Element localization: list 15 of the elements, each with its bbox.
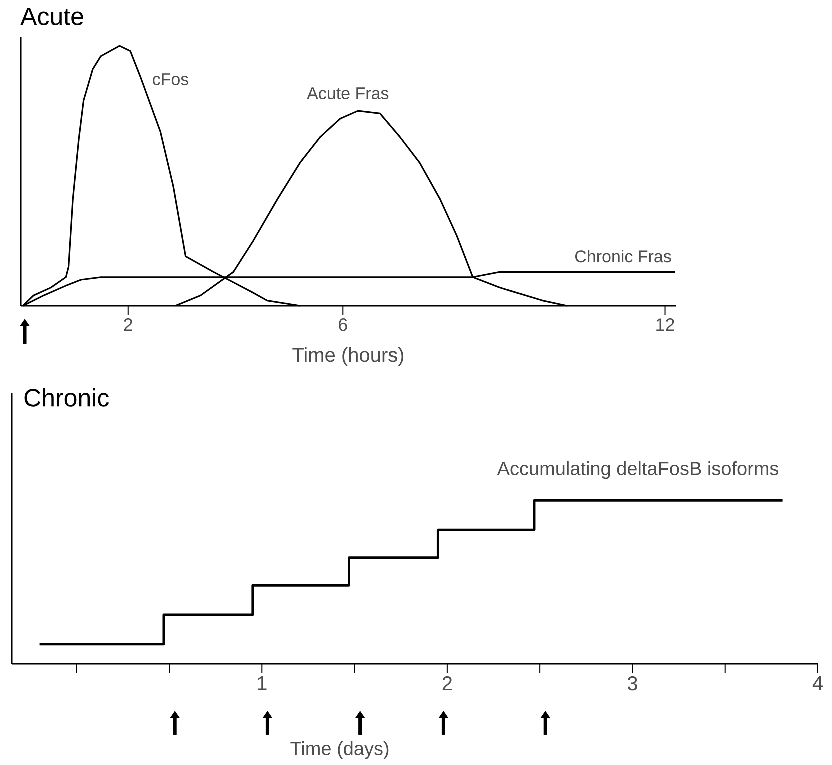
x-tick-label: 12	[656, 318, 674, 332]
x-tick-label: 6	[339, 318, 348, 332]
chart-title: Acute	[20, 8, 84, 26]
x-tick-label: 2	[124, 318, 132, 332]
x-tick-label: 4	[812, 676, 823, 690]
x-axis-title: Time (hours)	[292, 348, 404, 366]
x-axis-title: Time (days)	[290, 742, 389, 760]
x-tick-label: 1	[258, 676, 267, 690]
series-label: Chronic Fras	[575, 250, 672, 263]
series-label: Accumulating deltaFosB isoforms	[497, 461, 779, 480]
chart-title: Chronic	[24, 388, 110, 407]
x-tick-label: 2	[442, 676, 452, 690]
series-label: cFos	[153, 74, 189, 86]
x-tick-label: 3	[628, 676, 638, 691]
series-label: Acute Fras	[307, 88, 389, 100]
